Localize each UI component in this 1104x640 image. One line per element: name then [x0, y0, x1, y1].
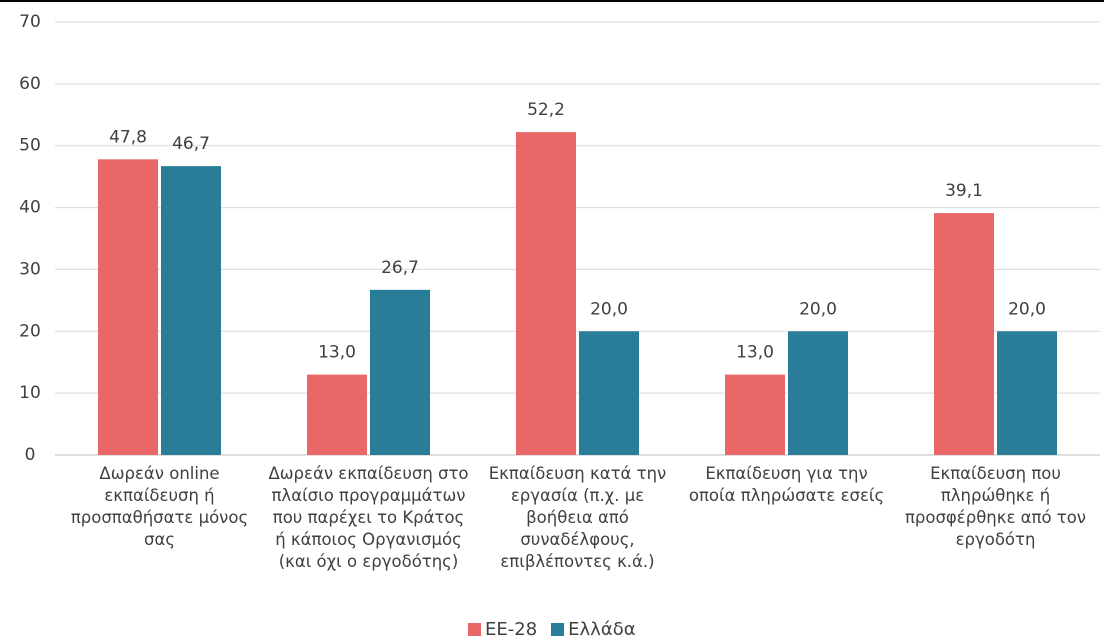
- y-tick-label: 70: [19, 12, 41, 32]
- data-label: 20,0: [590, 299, 628, 319]
- bar: [516, 132, 576, 455]
- bar: [934, 213, 994, 455]
- data-label: 26,7: [381, 258, 419, 278]
- bar: [579, 331, 639, 455]
- bar: [725, 374, 785, 455]
- legend-swatch: [551, 623, 565, 636]
- x-tick-label: Εκπαίδευση που πληρώθηκε ή προσφέρθηκε α…: [904, 464, 1087, 549]
- bar: [370, 289, 430, 455]
- legend: ΕΕ-28 Ελλάδα: [468, 619, 650, 640]
- data-label: 20,0: [1008, 299, 1046, 319]
- data-label: 20,0: [799, 299, 837, 319]
- x-tick-label: Δωρεάν online εκπαίδευση ή προσπαθήσατε …: [70, 464, 249, 549]
- y-tick-label: 40: [19, 198, 41, 218]
- data-label: 52,2: [527, 100, 565, 120]
- bar: [161, 166, 221, 455]
- bar: [307, 374, 367, 455]
- data-label: 13,0: [736, 343, 774, 363]
- bar: [997, 331, 1057, 455]
- y-tick-label: 50: [19, 136, 41, 156]
- legend-item: Ελλάδα: [551, 619, 636, 640]
- legend-swatch: [468, 623, 481, 636]
- y-tick-label: 10: [19, 383, 41, 403]
- data-label: 46,7: [172, 134, 210, 154]
- legend-label: Ελλάδα: [568, 619, 636, 640]
- y-tick-label: 60: [19, 74, 41, 94]
- bar: [98, 159, 158, 455]
- bar: [788, 331, 848, 455]
- legend-item: ΕΕ-28: [468, 619, 537, 640]
- y-tick-label: 30: [19, 259, 41, 279]
- legend-label: ΕΕ-28: [485, 619, 538, 640]
- x-tick-label: Εκπαίδευση για την οποία πληρώσατε εσείς: [688, 464, 885, 505]
- data-label: 47,8: [109, 127, 147, 147]
- x-tick-label: Εκπαίδευση κατά την εργασία (π.χ. με βοή…: [488, 464, 667, 571]
- data-label: 13,0: [318, 343, 356, 363]
- data-label: 39,1: [945, 181, 983, 201]
- y-tick-label: 20: [19, 321, 41, 341]
- x-tick-label: Δωρεάν εκπαίδευση στο πλαίσιο προγραμμάτ…: [268, 464, 469, 571]
- y-tick-label: 0: [25, 445, 36, 465]
